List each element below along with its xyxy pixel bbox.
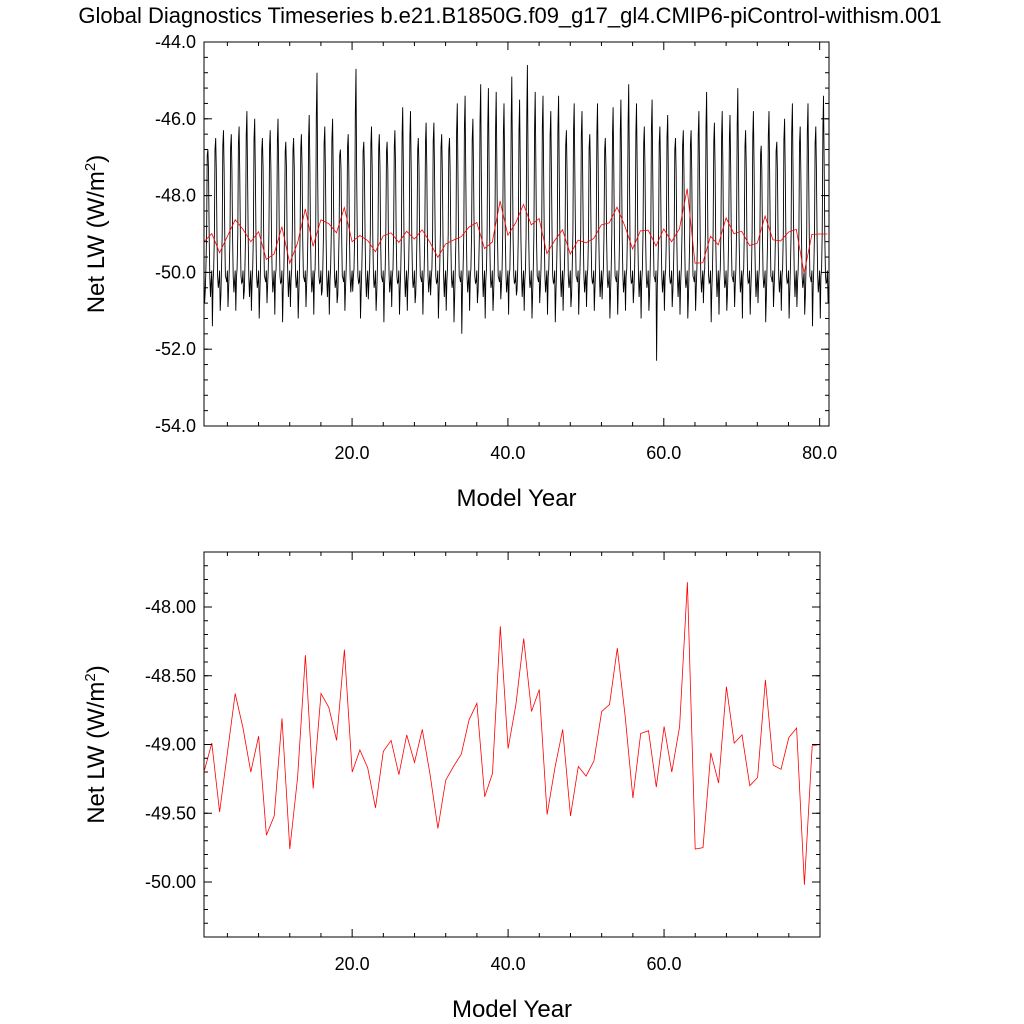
y-tick-label: -50.00 (145, 872, 196, 892)
y-axis-label-close: ) (83, 665, 110, 673)
y-tick-label: -48.00 (145, 597, 196, 617)
series-group-bottom (203, 582, 821, 885)
monthly-series-line (203, 64, 830, 361)
y-tick-label: -49.00 (145, 735, 196, 755)
series-group-top (203, 64, 830, 361)
y-tick-label: -46.0 (155, 109, 196, 129)
y-axis-label-text: Net LW (W/m (83, 682, 110, 824)
x-tick-label: 40.0 (491, 954, 526, 974)
figure-title: Global Diagnostics Timeseries b.e21.B185… (78, 3, 941, 28)
y-axis-label-close: ) (83, 155, 110, 163)
y-tick-label: -52.0 (155, 339, 196, 359)
annual-mean-series-line (203, 188, 828, 274)
y-tick-label: -54.0 (155, 416, 196, 436)
ticks-group-top: 20.0 40.0 60.0 80.0 -44.0 -46.0 -48.0 -50.0 -52.… (155, 32, 837, 463)
y-tick-label: -48.50 (145, 666, 196, 686)
x-axis-label-top: Model Year (456, 485, 576, 512)
annual-mean-series-line (203, 582, 821, 885)
y-axis-label-top: Net LW (W/m2) (82, 155, 110, 314)
y-tick-label: -44.0 (155, 32, 196, 52)
x-tick-label: 20.0 (335, 954, 370, 974)
x-tick-label: 60.0 (646, 443, 681, 463)
y-tick-label: -50.0 (155, 262, 196, 282)
y-tick-label: -48.0 (155, 186, 196, 206)
x-tick-label: 20.0 (335, 443, 370, 463)
panel-bottom: 20.0 40.0 60.0 -48.00 -48.50 -49.00 -49.50 -50.… (82, 551, 821, 1023)
plot-frame-bottom (203, 551, 821, 938)
y-axis-label-bottom: Net LW (W/m2) (82, 665, 110, 824)
x-tick-label: 60.0 (647, 954, 682, 974)
y-axis-label-text: Net LW (W/m (83, 171, 110, 313)
y-axis-label-superscript: 2 (82, 673, 99, 681)
panel-top: 20.0 40.0 60.0 80.0 -44.0 -46.0 -48.0 -50.0 -52.… (82, 32, 837, 512)
y-tick-label: -49.50 (145, 803, 196, 823)
x-axis-label-bottom: Model Year (452, 996, 572, 1023)
ticks-group-bottom: 20.0 40.0 60.0 -48.00 -48.50 -49.00 -49.50 -50.… (145, 551, 820, 974)
x-tick-label: 40.0 (490, 443, 525, 463)
y-axis-label-superscript: 2 (82, 163, 99, 171)
x-tick-label: 80.0 (802, 443, 837, 463)
plot-frame-top (203, 41, 830, 427)
